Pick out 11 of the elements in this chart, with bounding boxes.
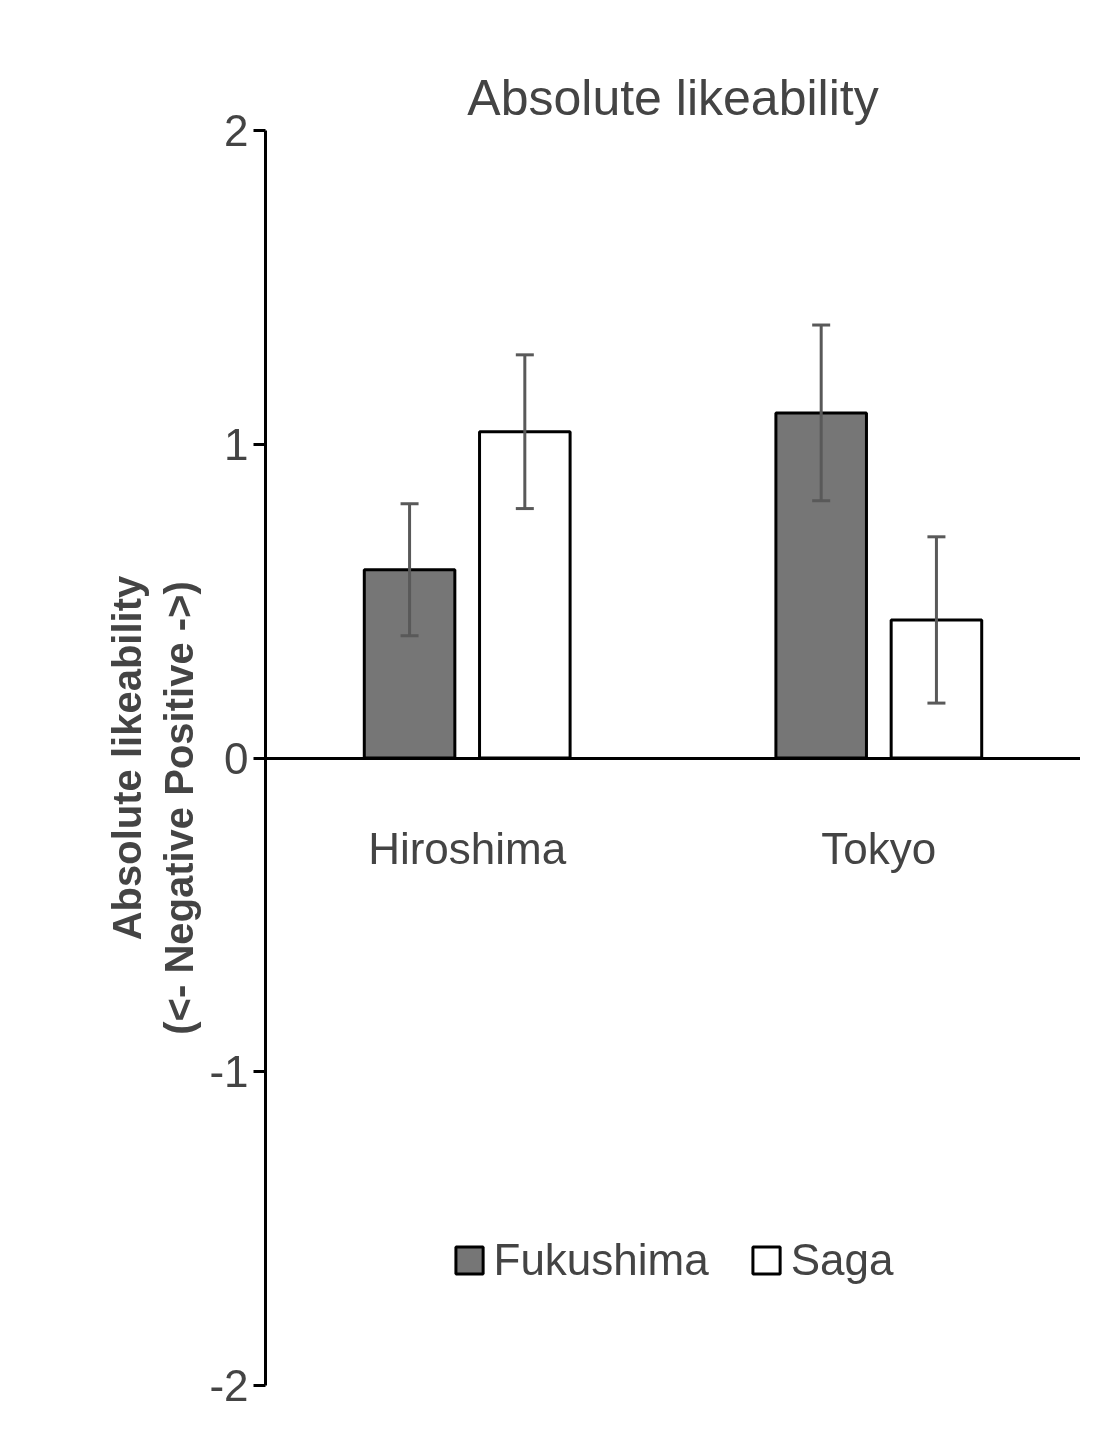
x-tick-label: Hiroshima (368, 824, 567, 873)
y-tick-label: 2 (224, 106, 249, 155)
legend-label: Saga (790, 1235, 894, 1285)
y-axis-title: Absolute likeability (<- Negative Positive ->) (104, 574, 202, 1035)
y-tick-label: 0 (224, 733, 249, 783)
chart-title: Absolute likeability (467, 69, 879, 126)
y-tick-label: -1 (209, 1047, 249, 1097)
y-tick-label: 1 (224, 419, 249, 469)
y-tick-label: -2 (209, 1361, 249, 1410)
x-tick-label: Tokyo (821, 824, 937, 873)
legend-label: Fukushima (493, 1235, 709, 1285)
